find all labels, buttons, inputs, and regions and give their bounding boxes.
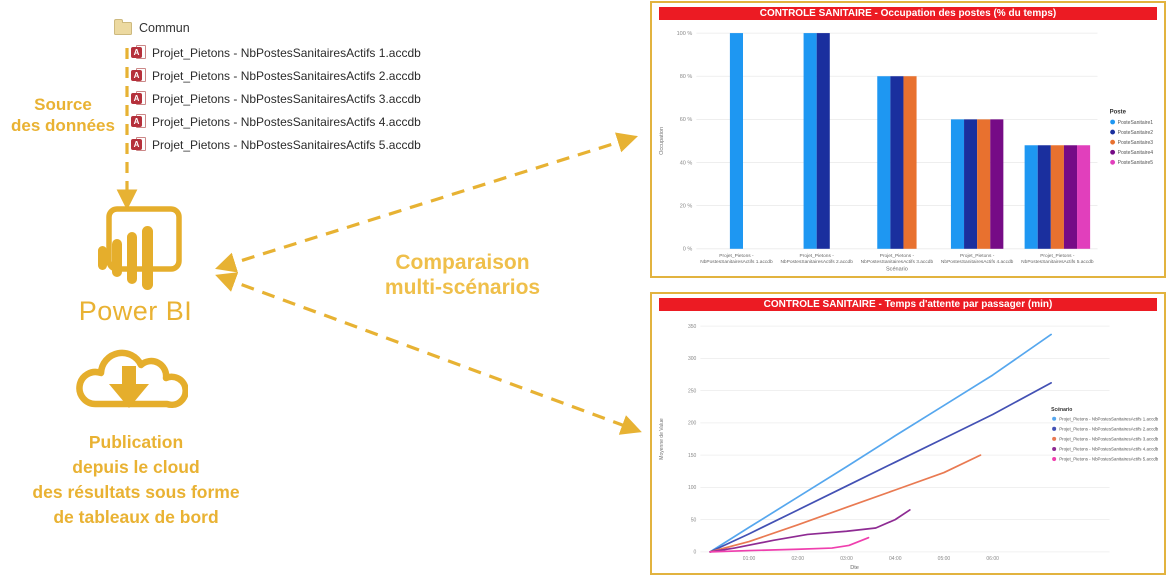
file-item[interactable]: A Projet_Pietons - NbPostesSanitairesActi…	[131, 64, 421, 87]
file-item[interactable]: A Projet_Pietons - NbPostesSanitairesActi…	[131, 87, 421, 110]
svg-text:Projet_Pietons -: Projet_Pietons -	[719, 253, 754, 259]
file-name: Projet_Pietons - NbPostesSanitairesActif…	[152, 114, 421, 129]
svg-text:Scénario: Scénario	[886, 266, 908, 272]
svg-text:Projet_Pietons - NbPostesSanit: Projet_Pietons - NbPostesSanitairesActif…	[1059, 437, 1159, 442]
access-file-icon: A	[131, 114, 146, 129]
svg-text:06:00: 06:00	[986, 556, 999, 562]
svg-text:NbPostesSanitairesActifs 4.acc: NbPostesSanitairesActifs 4.accdb	[941, 259, 1014, 265]
svg-text:PosteSanitaire2: PosteSanitaire2	[1118, 130, 1154, 136]
svg-text:Scénario: Scénario	[1051, 407, 1072, 413]
svg-text:0: 0	[694, 550, 697, 556]
access-file-icon: A	[131, 68, 146, 83]
folder-icon	[114, 19, 132, 35]
attente-chart-title: CONTROLE SANITAIRE - Temps d'attente par…	[659, 298, 1157, 311]
folder-name: Commun	[139, 20, 190, 35]
file-name: Projet_Pietons - NbPostesSanitairesActif…	[152, 91, 421, 106]
svg-text:NbPostesSanitairesActifs 3.acc: NbPostesSanitairesActifs 3.accdb	[861, 259, 934, 265]
occupation-bar-chart[interactable]: 0 % 20 % 40 % 60 % 80 % 100 % Occupation Projet…	[654, 21, 1162, 277]
file-name: Projet_Pietons - NbPostesSanitairesActif…	[152, 137, 421, 152]
svg-text:Moyenne de Value: Moyenne de Value	[659, 418, 665, 460]
bar-chart-legend[interactable]: Poste PosteSanitaire1 PosteSanitaire2 Poste…	[1110, 110, 1154, 166]
svg-text:Projet_Pietons - NbPostesSanit: Projet_Pietons - NbPostesSanitairesActif…	[1059, 457, 1159, 462]
svg-text:40 %: 40 %	[680, 160, 693, 166]
svg-text:NbPostesSanitairesActifs 2.acc: NbPostesSanitairesActifs 2.accdb	[780, 259, 853, 265]
line-chart-legend[interactable]: Scénario Projet_Pietons - NbPostesSanitai…	[1051, 407, 1159, 462]
file-item[interactable]: A Projet_Pietons - NbPostesSanitairesActi…	[131, 133, 421, 156]
svg-text:PosteSanitaire3: PosteSanitaire3	[1118, 140, 1154, 146]
svg-text:PosteSanitaire4: PosteSanitaire4	[1118, 150, 1154, 156]
svg-text:04:00: 04:00	[889, 556, 902, 562]
svg-text:Projet_Pietons - NbPostesSanit: Projet_Pietons - NbPostesSanitairesActif…	[1059, 416, 1159, 421]
file-item[interactable]: A Projet_Pietons - NbPostesSanitairesActi…	[131, 110, 421, 133]
svg-text:300: 300	[688, 356, 697, 362]
svg-text:Projet_Pietons - NbPostesSanit: Projet_Pietons - NbPostesSanitairesActif…	[1059, 426, 1159, 431]
waiting-time-line-chart[interactable]: 0 50 100 150 200 250 300 350 01:00 02:00 03:00 04:0…	[654, 312, 1162, 574]
svg-text:NbPostesSanitairesActifs 1.acc: NbPostesSanitairesActifs 1.accdb	[700, 259, 773, 265]
svg-text:60 %: 60 %	[680, 117, 693, 123]
svg-text:0 %: 0 %	[683, 247, 693, 253]
svg-text:Projet_Pietons -: Projet_Pietons -	[880, 253, 915, 259]
svg-text:350: 350	[688, 324, 697, 330]
svg-text:05:00: 05:00	[938, 556, 951, 562]
comparison-label: Comparaison multi-scénarios	[384, 251, 541, 299]
access-file-icon: A	[131, 45, 146, 60]
access-file-icon: A	[131, 91, 146, 106]
svg-text:Occupation: Occupation	[659, 127, 665, 155]
occupation-chart-title: CONTROLE SANITAIRE - Occupation des post…	[659, 7, 1157, 20]
attente-chart-panel: CONTROLE SANITAIRE - Temps d'attente par…	[650, 292, 1166, 575]
svg-text:200: 200	[688, 421, 697, 427]
svg-text:100 %: 100 %	[677, 31, 693, 37]
svg-text:Projet_Pietons -: Projet_Pietons -	[1040, 253, 1075, 259]
folder-item[interactable]: Commun	[114, 19, 190, 35]
svg-text:Poste: Poste	[1110, 110, 1127, 116]
svg-text:Projet_Pietons - NbPostesSanit: Projet_Pietons - NbPostesSanitairesActif…	[1059, 447, 1159, 452]
download-arrow-icon	[109, 366, 149, 408]
powerbi-label: Power BI	[78, 296, 193, 326]
svg-text:100: 100	[688, 485, 697, 491]
svg-text:03:00: 03:00	[840, 556, 853, 562]
svg-text:Projet_Pietons -: Projet_Pietons -	[960, 253, 995, 259]
svg-text:PosteSanitaire5: PosteSanitaire5	[1118, 160, 1154, 166]
svg-text:150: 150	[688, 453, 697, 459]
file-item[interactable]: A Projet_Pietons - NbPostesSanitairesActi…	[131, 41, 421, 64]
file-name: Projet_Pietons - NbPostesSanitairesActif…	[152, 45, 421, 60]
svg-text:NbPostesSanitairesActifs 5.acc: NbPostesSanitairesActifs 5.accdb	[1021, 259, 1094, 265]
svg-text:PosteSanitaire1: PosteSanitaire1	[1118, 120, 1154, 126]
svg-text:250: 250	[688, 388, 697, 394]
file-name: Projet_Pietons - NbPostesSanitairesActif…	[152, 68, 421, 83]
publication-label: Publication depuis le cloud des résultats …	[32, 432, 240, 527]
access-file-icon: A	[131, 137, 146, 152]
powerbi-logo-icon	[98, 206, 182, 290]
file-list: A Projet_Pietons - NbPostesSanitairesActi…	[131, 41, 421, 156]
svg-text:01:00: 01:00	[743, 556, 756, 562]
line-series[interactable]	[709, 333, 1052, 553]
arrow-powerbi-to-occupation-chart	[215, 132, 638, 273]
bar-groups[interactable]	[729, 33, 1091, 249]
svg-text:02:00: 02:00	[792, 556, 805, 562]
svg-text:Dte: Dte	[850, 565, 859, 571]
source-data-label: Source des données	[11, 95, 115, 135]
svg-text:20 %: 20 %	[680, 203, 693, 209]
occupation-chart-panel: CONTROLE SANITAIRE - Occupation des post…	[650, 1, 1166, 278]
svg-text:Projet_Pietons -: Projet_Pietons -	[800, 253, 835, 259]
svg-text:50: 50	[691, 517, 697, 523]
svg-text:80 %: 80 %	[680, 74, 693, 80]
cloud-download-icon	[76, 349, 188, 408]
